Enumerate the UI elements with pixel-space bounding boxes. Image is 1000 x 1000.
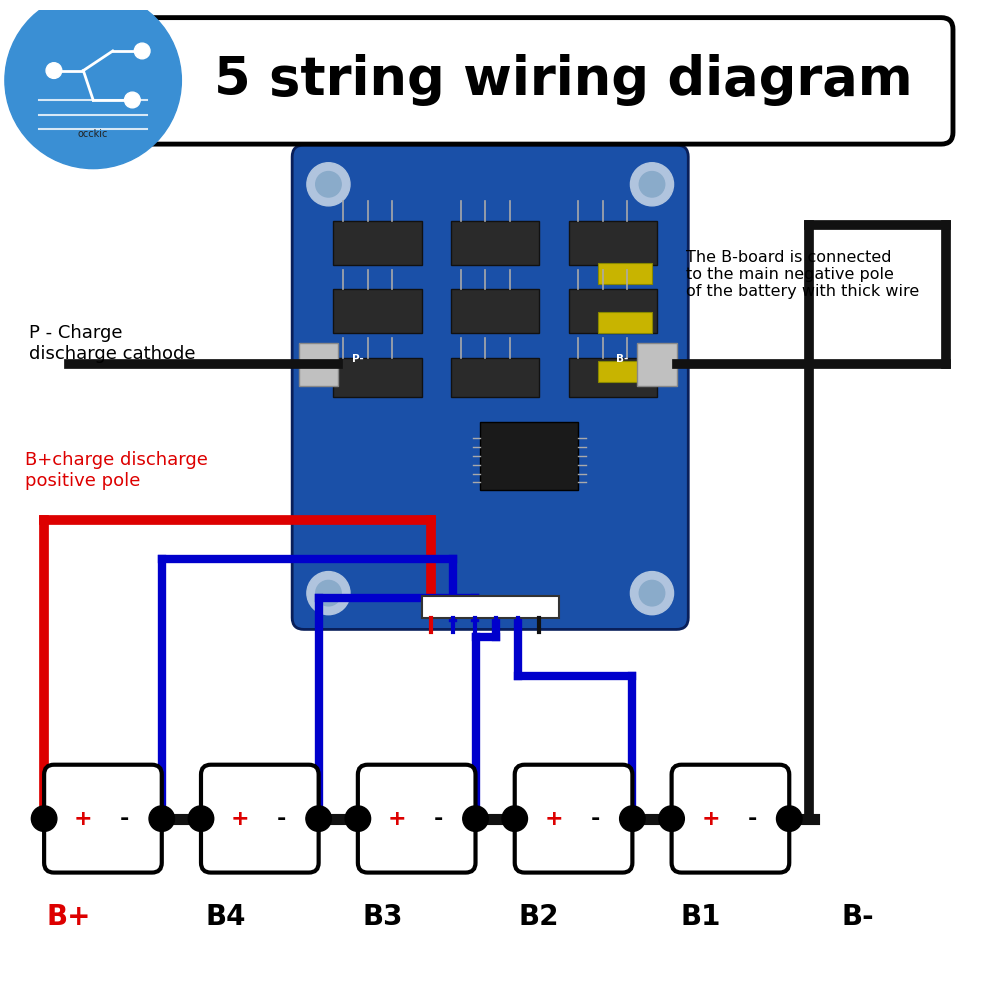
- FancyBboxPatch shape: [672, 765, 789, 873]
- Circle shape: [639, 580, 665, 606]
- Circle shape: [316, 172, 341, 197]
- Bar: [569, 358, 657, 397]
- Bar: [569, 221, 657, 265]
- Text: B+: B+: [46, 903, 91, 931]
- Text: -: -: [747, 809, 757, 829]
- Circle shape: [630, 163, 674, 206]
- Bar: [451, 289, 539, 333]
- Text: B-: B-: [616, 354, 629, 364]
- Text: -: -: [434, 809, 443, 829]
- Bar: [333, 358, 422, 397]
- Circle shape: [345, 806, 371, 831]
- Bar: [422, 596, 559, 618]
- Text: P-: P-: [352, 354, 364, 364]
- Text: B4: B4: [205, 903, 246, 931]
- Text: B2: B2: [519, 903, 559, 931]
- Bar: [333, 289, 422, 333]
- Text: +: +: [702, 809, 720, 829]
- Circle shape: [502, 806, 527, 831]
- Bar: [569, 289, 657, 333]
- Circle shape: [149, 806, 175, 831]
- Text: 5 string wiring diagram: 5 string wiring diagram: [214, 54, 913, 106]
- Text: B+charge discharge
positive pole: B+charge discharge positive pole: [25, 451, 207, 490]
- Circle shape: [46, 63, 62, 78]
- Circle shape: [316, 580, 341, 606]
- Text: -: -: [277, 809, 286, 829]
- Text: -: -: [120, 809, 129, 829]
- Circle shape: [134, 43, 150, 59]
- Text: +: +: [74, 809, 93, 829]
- FancyBboxPatch shape: [201, 765, 319, 873]
- Text: +: +: [231, 809, 250, 829]
- Circle shape: [630, 572, 674, 615]
- Text: P - Charge
discharge cathode: P - Charge discharge cathode: [29, 324, 196, 363]
- Bar: [598, 312, 652, 333]
- Text: occkic: occkic: [78, 129, 108, 139]
- FancyBboxPatch shape: [44, 765, 162, 873]
- Circle shape: [31, 806, 57, 831]
- Bar: [451, 358, 539, 397]
- Circle shape: [125, 92, 140, 108]
- Text: The B-board is connected
to the main negative pole
of the battery with thick wir: The B-board is connected to the main neg…: [686, 250, 920, 299]
- Circle shape: [620, 806, 645, 831]
- Circle shape: [659, 806, 684, 831]
- Bar: [480, 422, 578, 490]
- Circle shape: [306, 806, 331, 831]
- Text: B1: B1: [681, 903, 721, 931]
- Circle shape: [5, 0, 181, 169]
- Circle shape: [188, 806, 214, 831]
- Bar: [333, 221, 422, 265]
- Circle shape: [307, 572, 350, 615]
- Circle shape: [777, 806, 802, 831]
- FancyBboxPatch shape: [292, 145, 688, 629]
- FancyBboxPatch shape: [358, 765, 476, 873]
- FancyBboxPatch shape: [125, 18, 953, 144]
- Circle shape: [307, 163, 350, 206]
- Bar: [637, 343, 677, 386]
- Text: B3: B3: [362, 903, 403, 931]
- Bar: [598, 361, 652, 382]
- Bar: [598, 263, 652, 284]
- Circle shape: [463, 806, 488, 831]
- FancyBboxPatch shape: [515, 765, 632, 873]
- Bar: [451, 221, 539, 265]
- Text: -: -: [590, 809, 600, 829]
- Text: +: +: [545, 809, 563, 829]
- Bar: [299, 343, 338, 386]
- Text: +: +: [388, 809, 406, 829]
- Circle shape: [639, 172, 665, 197]
- Text: B-: B-: [842, 903, 874, 931]
